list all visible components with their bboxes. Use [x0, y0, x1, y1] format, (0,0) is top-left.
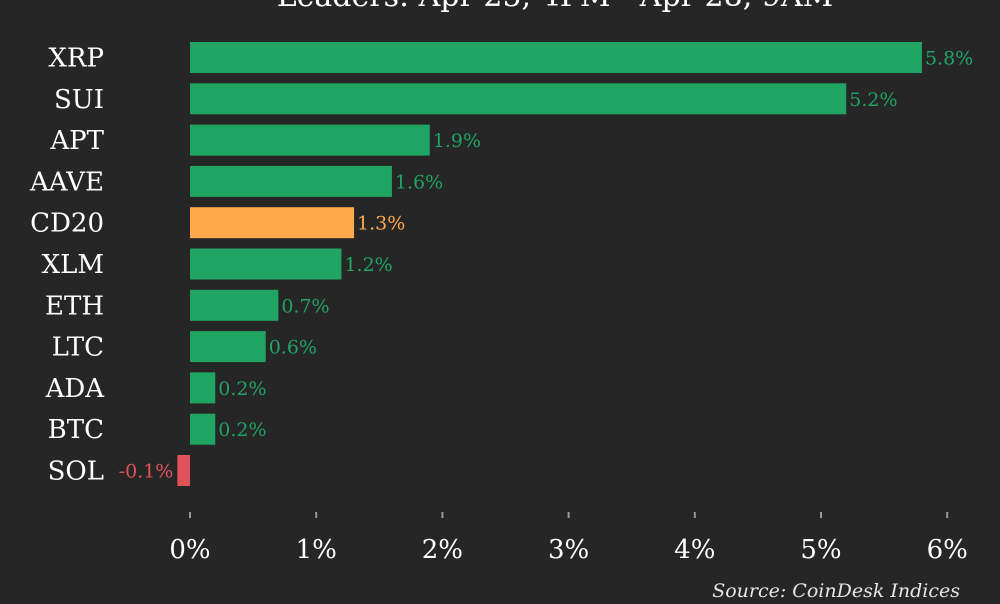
data-label-cd20: 1.3% — [357, 213, 405, 235]
bar-btc — [190, 413, 216, 445]
bar-sui — [190, 83, 847, 115]
data-label-ltc: 0.6% — [269, 337, 317, 359]
source-note: Source: CoinDesk Indices — [712, 580, 960, 600]
chart-title: Leaders: Apr 25, 4PM - Apr 28, 9AM — [277, 0, 834, 14]
category-label-xrp: XRP — [48, 44, 104, 74]
data-label-xrp: 5.8% — [925, 48, 973, 70]
data-label-eth: 0.7% — [281, 295, 329, 317]
bars-group — [177, 42, 922, 486]
category-label-ltc: LTC — [52, 333, 104, 363]
data-label-aave: 1.6% — [395, 171, 443, 193]
data-label-sui: 5.2% — [849, 89, 897, 111]
bar-xlm — [190, 248, 342, 280]
data-label-ada: 0.2% — [218, 378, 266, 400]
x-tick-label: 6% — [927, 535, 968, 565]
x-tick-label: 5% — [800, 535, 841, 565]
data-label-apt: 1.9% — [433, 130, 481, 152]
x-tick-label: 4% — [674, 535, 715, 565]
x-tick-label: 1% — [296, 535, 337, 565]
data-label-btc: 0.2% — [218, 419, 266, 441]
category-label-btc: BTC — [48, 415, 104, 445]
bar-apt — [190, 124, 430, 156]
x-tick-label: 3% — [548, 535, 589, 565]
data-label-sol: -0.1% — [119, 461, 174, 483]
category-label-apt: APT — [49, 126, 104, 156]
category-label-aave: AAVE — [29, 167, 104, 197]
data-label-xlm: 1.2% — [344, 254, 392, 276]
x-tick-label: 2% — [422, 535, 463, 565]
category-label-cd20: CD20 — [30, 209, 104, 239]
bar-sol — [177, 455, 190, 486]
bar-ada — [190, 372, 216, 404]
bar-xrp — [190, 42, 922, 73]
bar-aave — [190, 165, 392, 197]
x-tick-label: 0% — [169, 535, 210, 565]
category-labels-group: XRP SUI APT AAVE CD20 XLM ETH LTC ADA BTC SOL — [29, 44, 105, 487]
bar-cd20 — [190, 207, 355, 239]
bar-eth — [190, 289, 279, 321]
category-label-xlm: XLM — [42, 250, 104, 280]
bar-ltc — [190, 331, 266, 363]
category-label-sui: SUI — [54, 85, 104, 115]
data-labels-group: 5.8%5.2%1.9%1.6%1.3%1.2%0.7%0.6%0.2%0.2%… — [119, 48, 974, 483]
category-label-ada: ADA — [45, 374, 106, 404]
x-axis: 0% 1% 2% 3% 4% 5% 6% — [169, 512, 968, 565]
category-label-eth: ETH — [45, 291, 104, 321]
category-label-sol: SOL — [48, 457, 104, 487]
